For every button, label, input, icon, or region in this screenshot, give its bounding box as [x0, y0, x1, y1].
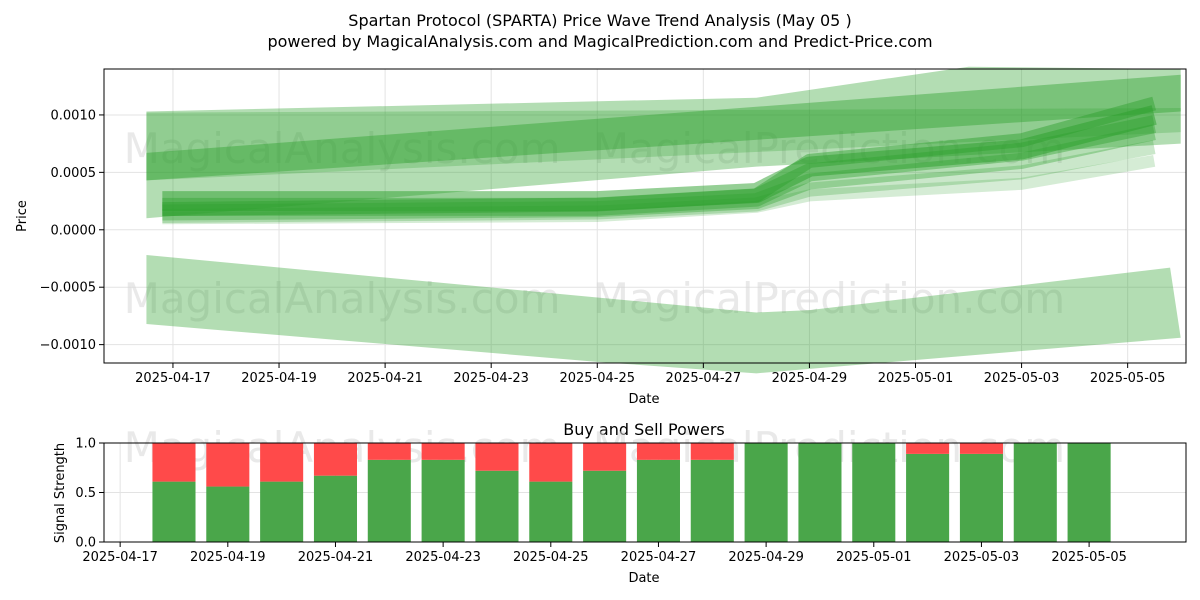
sell-power-bar [636, 443, 680, 460]
power-y-axis-label: Signal Strength [53, 443, 68, 543]
power-x-ticks: 2025-04-17 2025-04-19 2025-04-21 2025-04-23… [82, 542, 1127, 565]
sell-power-bar [959, 443, 1003, 454]
sell-power-bar [690, 443, 734, 460]
power-x-tick-label: 2025-05-05 [1051, 550, 1127, 565]
buy-power-bar [475, 470, 519, 542]
price-watermark-prediction: MagicalPrediction.com [593, 274, 1066, 323]
power-y-tick-label: 1.0 [75, 437, 96, 452]
price-x-tick-label: 2025-05-01 [878, 371, 954, 386]
power-y-tick-label: 0.5 [75, 486, 96, 501]
power-x-tick-label: 2025-04-23 [405, 550, 481, 565]
power-x-tick-label: 2025-04-25 [513, 550, 589, 565]
power-y-ticks: 0.0 0.5 1.0 [75, 437, 104, 551]
sell-power-bar [367, 443, 411, 460]
buy-power-bar [852, 443, 896, 542]
power-x-tick-label: 2025-04-17 [82, 550, 158, 565]
price-y-axis-label: Price [15, 200, 30, 232]
price-wave-band [146, 66, 1181, 219]
chart-subtitle: powered by MagicalAnalysis.com and Magic… [267, 32, 932, 51]
sell-power-bar [906, 443, 950, 454]
price-trend-line [162, 96, 1157, 217]
price-x-tick-label: 2025-04-17 [135, 371, 211, 386]
price-wave-band [146, 108, 1181, 181]
price-plot-frame [103, 68, 1187, 364]
price-watermark-analysis: MagicalAnalysis.com [124, 274, 561, 323]
sell-power-bar [152, 443, 196, 482]
buy-power-bar [744, 443, 788, 542]
buy-power-bar [367, 459, 411, 542]
sell-power-bar [313, 443, 358, 476]
buy-power-bar [906, 453, 950, 542]
price-x-tick-label: 2025-04-25 [559, 371, 635, 386]
power-x-tick-label: 2025-04-29 [728, 550, 804, 565]
buy-power-bar [421, 459, 465, 542]
buy-power-bar [313, 475, 358, 542]
chart-title: Spartan Protocol (SPARTA) Price Wave Tre… [348, 11, 851, 30]
price-y-tick-label: 0.0000 [51, 223, 97, 238]
price-x-ticks: 2025-04-17 2025-04-19 2025-04-21 2025-04-23… [135, 363, 1165, 386]
price-x-tick-label: 2025-04-27 [666, 371, 742, 386]
price-wave-band [146, 74, 1181, 181]
sell-power-bar [583, 443, 627, 471]
price-watermark-analysis: MagicalAnalysis.com [124, 124, 561, 173]
price-trend-line [162, 105, 1157, 212]
buy-power-bar [1013, 443, 1057, 542]
sell-power-bar [206, 443, 250, 487]
power-x-tick-label: 2025-04-19 [190, 550, 266, 565]
price-trend-line [162, 140, 1156, 223]
price-wave-band [146, 255, 1181, 374]
sell-power-bar [260, 443, 304, 482]
power-x-axis-label: Date [628, 571, 659, 586]
buy-power-bar [529, 481, 573, 542]
buy-power-bar [206, 486, 250, 542]
price-trend-line [162, 115, 1157, 216]
power-x-tick-label: 2025-04-27 [621, 550, 697, 565]
price-y-tick-label: 0.0010 [51, 108, 97, 123]
price-y-tick-label: 0.0005 [51, 166, 97, 181]
buy-power-bar [583, 470, 627, 542]
buy-power-bar [959, 453, 1003, 542]
price-x-tick-label: 2025-04-19 [241, 371, 317, 386]
price-watermarks: MagicalAnalysis.com MagicalPrediction.com… [124, 124, 1066, 323]
price-y-tick-label: −0.0005 [40, 281, 96, 296]
price-lines [162, 96, 1157, 225]
power-x-tick-label: 2025-04-21 [298, 550, 374, 565]
buy-power-bar [690, 459, 734, 542]
power-x-tick-label: 2025-05-03 [944, 550, 1020, 565]
price-x-tick-label: 2025-04-29 [772, 371, 848, 386]
buy-power-bar [798, 443, 842, 542]
price-bands [146, 66, 1181, 374]
sell-power-bar [529, 443, 573, 482]
power-y-tick-label: 0.0 [75, 536, 96, 551]
sell-power-bar [475, 443, 519, 471]
price-x-tick-label: 2025-04-21 [347, 371, 423, 386]
price-x-tick-label: 2025-05-05 [1090, 371, 1166, 386]
price-x-axis-label: Date [628, 392, 659, 407]
price-y-ticks: 0.0010 0.0005 0.0000 −0.0005 −0.0010 [40, 108, 104, 353]
power-bars [152, 443, 1111, 542]
price-trend-line [162, 154, 1156, 225]
buy-power-bar [636, 459, 680, 542]
power-chart-title: Buy and Sell Powers [563, 420, 725, 439]
buy-power-bar [260, 481, 304, 542]
sell-power-bar [421, 443, 465, 460]
price-x-tick-label: 2025-05-03 [984, 371, 1060, 386]
price-grid [104, 69, 1186, 363]
power-x-tick-label: 2025-05-01 [836, 550, 912, 565]
price-y-tick-label: −0.0010 [40, 338, 96, 353]
price-x-tick-label: 2025-04-23 [453, 371, 529, 386]
buy-power-bar [1067, 443, 1111, 542]
price-trend-line [162, 124, 1156, 221]
buy-power-bar [152, 481, 196, 542]
